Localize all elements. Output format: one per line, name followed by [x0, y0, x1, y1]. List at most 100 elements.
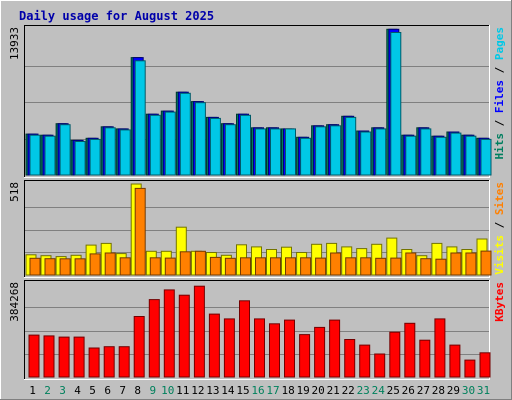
bar-sites-day-31 [480, 250, 492, 276]
x-tick-label: 24 [372, 384, 386, 397]
bar-kbytes-day-9 [148, 299, 160, 378]
x-tick-label: 5 [89, 384, 96, 397]
bar-sites-day-25 [390, 257, 402, 276]
bar-pages-day-9 [149, 114, 161, 176]
bar-kbytes-day-20 [314, 326, 326, 378]
bar-kbytes-day-2 [43, 335, 55, 378]
bar-kbytes-day-17 [269, 323, 280, 378]
bar-kbytes-day-28 [434, 318, 446, 378]
bar-kbytes-day-12 [193, 285, 205, 378]
x-tick-label: 20 [311, 384, 324, 397]
bar-kbytes-day-8 [133, 316, 145, 378]
bar-pages-day-19 [300, 137, 312, 176]
bar-sites-day-14 [224, 257, 236, 276]
bar-pages-day-25 [390, 32, 402, 176]
x-tick-label: 25 [387, 384, 400, 397]
bar-sites-day-22 [345, 257, 357, 276]
bar-pages-day-11 [179, 92, 191, 176]
bar-pages-day-6 [104, 127, 116, 176]
bar-kbytes-day-15 [239, 300, 250, 378]
x-tick-label: 7 [119, 384, 126, 397]
bar-kbytes-day-13 [208, 313, 220, 378]
bar-sites-day-29 [450, 252, 462, 276]
x-tick-label: 15 [236, 384, 249, 397]
bar-pages-day-2 [44, 135, 56, 176]
bar-kbytes-day-6 [103, 346, 115, 378]
bar-sites-day-3 [59, 258, 71, 276]
bar-pages-day-28 [435, 136, 447, 176]
x-tick-label: 16 [251, 384, 264, 397]
bar-kbytes-day-22 [344, 339, 356, 378]
bar-sites-day-10 [164, 257, 176, 276]
bar-sites-day-16 [255, 257, 266, 276]
bar-pages-day-26 [405, 135, 417, 176]
x-tick-label: 28 [432, 384, 445, 397]
bar-kbytes-day-29 [449, 344, 461, 378]
bar-pages-day-22 [345, 116, 357, 176]
bar-pages-day-29 [450, 132, 462, 176]
series-label-files: Files [493, 80, 506, 113]
bar-pages-day-17 [270, 128, 281, 176]
bar-sites-day-9 [149, 257, 161, 276]
panel-max-label: 384268 [8, 282, 21, 322]
bar-pages-day-7 [119, 129, 131, 176]
panel-series-labels: Visits / Sites [493, 182, 506, 275]
bar-pages-day-4 [74, 141, 86, 176]
x-tick-label: 10 [161, 384, 174, 397]
panel-kbytes: 384268 KBytes [8, 280, 506, 380]
bar-kbytes-day-18 [284, 319, 295, 378]
panel-max-label: 518 [8, 182, 21, 202]
bar-pages-day-15 [240, 114, 251, 176]
x-tick-label: 23 [357, 384, 370, 397]
bar-pages-day-8 [134, 60, 146, 176]
bar-kbytes-day-14 [223, 318, 235, 378]
bar-pages-day-27 [420, 128, 432, 176]
bar-sites-day-27 [420, 258, 432, 276]
bar-pages-day-1 [29, 134, 41, 176]
series-label-visits: Visits [493, 235, 506, 275]
bar-sites-day-21 [330, 252, 342, 276]
bar-kbytes-day-30 [464, 359, 476, 378]
series-label-: / [493, 60, 506, 80]
x-tick-label: 3 [59, 384, 66, 397]
x-tick-label: 21 [327, 384, 340, 397]
bar-sites-day-2 [44, 258, 56, 276]
bar-sites-day-19 [300, 257, 312, 276]
x-tick-label: 17 [266, 384, 279, 397]
x-tick-label: 18 [281, 384, 294, 397]
bar-sites-day-1 [29, 257, 41, 276]
bar-sites-day-17 [270, 257, 281, 276]
bar-pages-day-14 [224, 124, 236, 176]
bar-kbytes-day-19 [299, 334, 311, 378]
series-label-: / [493, 215, 506, 235]
chart-panels: 13933 Hits / Files / Pages 518 Visits / Sit… [8, 25, 506, 380]
bar-pages-day-12 [194, 102, 206, 176]
x-tick-label: 2 [44, 384, 51, 397]
bar-pages-day-3 [59, 124, 71, 176]
panel-hits-files-pages: 13933 Hits / Files / Pages [8, 25, 506, 178]
x-tick-label: 22 [342, 384, 355, 397]
bar-sites-day-24 [375, 257, 387, 276]
series-label-sites: Sites [493, 182, 506, 215]
bar-pages-day-10 [164, 111, 176, 176]
bar-sites-day-18 [285, 257, 296, 276]
bar-pages-day-21 [330, 125, 342, 176]
x-tick-label: 12 [191, 384, 204, 397]
bar-sites-day-20 [315, 257, 327, 276]
series-kbytes [28, 285, 491, 378]
panel-series-labels: KBytes [493, 282, 506, 322]
bar-pages-day-13 [209, 117, 221, 176]
bar-sites-day-11 [179, 251, 191, 276]
bar-sites-day-15 [240, 257, 251, 276]
x-tick-label: 29 [447, 384, 460, 397]
bar-kbytes-day-23 [359, 344, 371, 378]
x-tick-label: 27 [417, 384, 430, 397]
panel-max-label: 13933 [8, 27, 21, 60]
bar-sites-day-23 [360, 257, 372, 276]
bar-sites-day-30 [465, 252, 477, 276]
bar-sites-day-4 [74, 258, 86, 276]
bar-sites-day-28 [435, 258, 447, 276]
x-tick-label: 6 [104, 384, 111, 397]
bar-pages-day-20 [315, 126, 327, 176]
